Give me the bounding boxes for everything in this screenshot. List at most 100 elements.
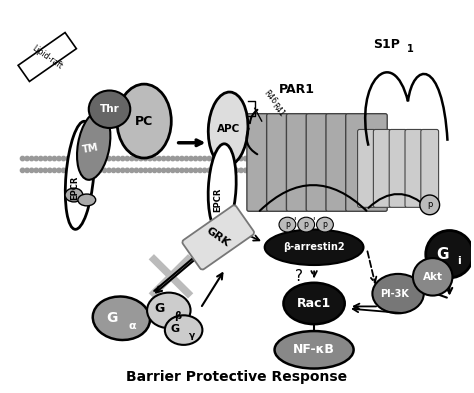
- Circle shape: [20, 168, 25, 173]
- Circle shape: [234, 156, 239, 161]
- Ellipse shape: [147, 293, 191, 328]
- Ellipse shape: [420, 195, 439, 215]
- Circle shape: [412, 156, 416, 161]
- Circle shape: [61, 168, 66, 173]
- Text: p: p: [304, 220, 309, 229]
- Circle shape: [175, 168, 180, 173]
- Circle shape: [257, 156, 262, 161]
- Circle shape: [171, 168, 175, 173]
- Circle shape: [417, 168, 421, 173]
- Circle shape: [225, 168, 229, 173]
- Circle shape: [321, 156, 325, 161]
- Ellipse shape: [283, 283, 345, 324]
- Circle shape: [366, 156, 371, 161]
- Circle shape: [129, 168, 134, 173]
- Circle shape: [25, 168, 29, 173]
- Circle shape: [353, 156, 357, 161]
- Circle shape: [394, 156, 398, 161]
- Circle shape: [93, 168, 98, 173]
- Text: NF-κB: NF-κB: [293, 343, 335, 356]
- Ellipse shape: [117, 84, 171, 158]
- Circle shape: [326, 168, 330, 173]
- Ellipse shape: [65, 188, 83, 202]
- Text: PC: PC: [135, 115, 153, 128]
- Circle shape: [380, 168, 384, 173]
- Circle shape: [148, 168, 152, 173]
- Circle shape: [230, 168, 234, 173]
- Ellipse shape: [264, 230, 364, 265]
- Ellipse shape: [274, 331, 354, 369]
- Circle shape: [75, 156, 79, 161]
- Circle shape: [157, 156, 161, 161]
- Circle shape: [421, 156, 425, 161]
- Circle shape: [357, 156, 362, 161]
- Text: 1: 1: [407, 44, 413, 54]
- Circle shape: [20, 156, 25, 161]
- Circle shape: [216, 168, 220, 173]
- Circle shape: [362, 156, 366, 161]
- Circle shape: [57, 168, 61, 173]
- Circle shape: [184, 168, 189, 173]
- Text: ': ': [312, 216, 314, 226]
- Circle shape: [225, 156, 229, 161]
- Circle shape: [120, 168, 125, 173]
- Circle shape: [34, 156, 38, 161]
- Text: ?: ?: [295, 269, 303, 285]
- Circle shape: [262, 156, 266, 161]
- Circle shape: [148, 156, 152, 161]
- Circle shape: [389, 168, 393, 173]
- Text: TM: TM: [82, 142, 100, 155]
- Text: PAR1: PAR1: [279, 83, 315, 96]
- Circle shape: [107, 156, 111, 161]
- Circle shape: [189, 156, 193, 161]
- FancyBboxPatch shape: [326, 114, 348, 211]
- FancyBboxPatch shape: [286, 114, 308, 211]
- Circle shape: [116, 168, 120, 173]
- Circle shape: [348, 156, 353, 161]
- Text: Thr: Thr: [100, 104, 119, 114]
- Text: Akt: Akt: [423, 272, 443, 282]
- Circle shape: [348, 168, 353, 173]
- Circle shape: [166, 156, 171, 161]
- Circle shape: [153, 156, 157, 161]
- Circle shape: [417, 156, 421, 161]
- Circle shape: [330, 168, 334, 173]
- Ellipse shape: [78, 194, 96, 206]
- Circle shape: [412, 168, 416, 173]
- Text: p: p: [322, 220, 328, 229]
- Circle shape: [221, 168, 225, 173]
- Circle shape: [107, 168, 111, 173]
- Ellipse shape: [65, 121, 94, 230]
- Circle shape: [353, 168, 357, 173]
- Circle shape: [134, 156, 138, 161]
- Circle shape: [293, 168, 298, 173]
- Ellipse shape: [426, 231, 473, 278]
- Circle shape: [116, 156, 120, 161]
- Circle shape: [275, 156, 280, 161]
- Circle shape: [139, 156, 143, 161]
- Circle shape: [211, 168, 216, 173]
- Circle shape: [403, 168, 407, 173]
- Circle shape: [89, 156, 93, 161]
- Circle shape: [162, 156, 166, 161]
- Circle shape: [384, 156, 389, 161]
- Circle shape: [375, 168, 380, 173]
- Circle shape: [157, 168, 161, 173]
- Circle shape: [66, 156, 70, 161]
- Circle shape: [93, 156, 98, 161]
- Text: S1P: S1P: [373, 38, 400, 51]
- Circle shape: [180, 168, 184, 173]
- Ellipse shape: [298, 217, 315, 232]
- FancyBboxPatch shape: [421, 129, 438, 208]
- Circle shape: [307, 156, 311, 161]
- Ellipse shape: [93, 296, 150, 340]
- Text: GRK: GRK: [205, 226, 232, 249]
- Circle shape: [111, 168, 116, 173]
- Circle shape: [61, 156, 66, 161]
- Circle shape: [335, 156, 339, 161]
- Circle shape: [239, 168, 243, 173]
- FancyBboxPatch shape: [365, 114, 387, 211]
- Circle shape: [312, 156, 316, 161]
- Circle shape: [125, 156, 129, 161]
- Circle shape: [371, 156, 375, 161]
